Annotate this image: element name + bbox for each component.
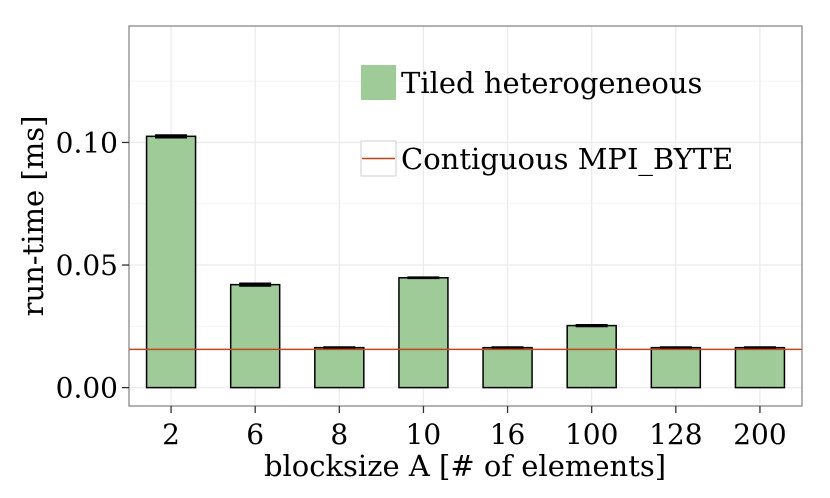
plot-panel-border bbox=[128, 25, 803, 407]
x-tick-label: 8 bbox=[330, 418, 348, 451]
error-bar-200 bbox=[743, 346, 776, 350]
x-tick-label: 2 bbox=[162, 418, 180, 451]
bar-16 bbox=[482, 346, 533, 389]
x-tick-label: 10 bbox=[406, 418, 442, 451]
error-bar-2 bbox=[155, 134, 188, 139]
x-axis: 2 6 8 10 16 100 128 200 bbox=[162, 406, 787, 451]
error-bar-100 bbox=[575, 323, 608, 328]
error-bar-10 bbox=[407, 276, 440, 280]
bar-200 bbox=[734, 346, 786, 389]
x-axis-title: blocksize A [# of elements] bbox=[264, 449, 666, 483]
x-tick-label: 200 bbox=[733, 418, 786, 451]
legend-label-tiled: Tiled heterogeneous bbox=[401, 66, 702, 100]
bar-2 bbox=[145, 135, 197, 389]
error-bar-8 bbox=[323, 346, 356, 350]
x-tick-label: 100 bbox=[565, 418, 618, 451]
error-bar-16 bbox=[491, 346, 524, 350]
bar-8 bbox=[314, 346, 365, 389]
bar-10 bbox=[398, 277, 449, 389]
x-tick-label: 128 bbox=[649, 418, 702, 451]
y-tick-label: 0.10 bbox=[56, 126, 118, 159]
legend-label-contiguous: Contiguous MPI_BYTE bbox=[401, 142, 733, 177]
bar-6 bbox=[229, 283, 281, 389]
error-bar-128 bbox=[659, 346, 692, 350]
y-tick-label: 0.00 bbox=[56, 372, 118, 405]
bar-100 bbox=[566, 324, 617, 389]
x-tick-label: 6 bbox=[246, 418, 264, 451]
x-tick-label: 16 bbox=[490, 418, 526, 451]
bars bbox=[145, 135, 786, 389]
error-bar-6 bbox=[239, 282, 272, 287]
legend-swatch-bar bbox=[361, 65, 396, 100]
legend: Tiled heterogeneous Contiguous MPI_BYTE bbox=[360, 65, 733, 177]
error-bars bbox=[155, 134, 776, 350]
y-axis-title: run-time [ms] bbox=[16, 116, 50, 317]
legend-item-contiguous: Contiguous MPI_BYTE bbox=[360, 140, 733, 177]
y-axis: 0.00 0.05 0.10 bbox=[56, 126, 129, 405]
y-tick-label: 0.05 bbox=[56, 249, 118, 282]
legend-item-tiled: Tiled heterogeneous bbox=[361, 65, 702, 100]
bar-128 bbox=[650, 346, 702, 389]
